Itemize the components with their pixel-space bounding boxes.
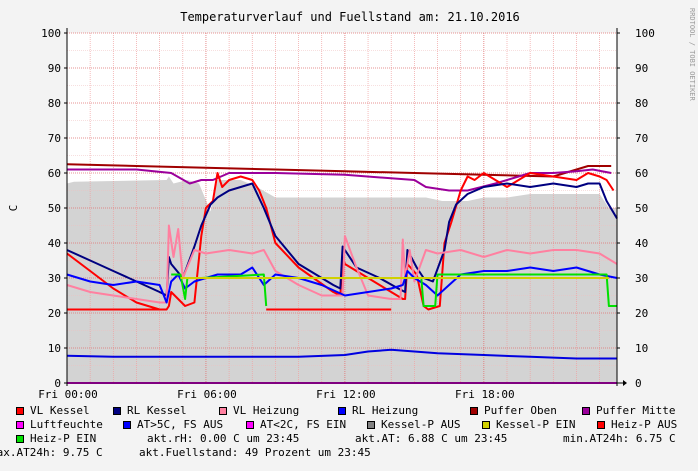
- legend-item-rl-kessel: RL Kessel: [113, 404, 187, 418]
- legend-label: Kessel-P EIN: [496, 418, 576, 431]
- legend-label: AT<2C, FS EIN: [260, 418, 347, 431]
- y-tick-label-left: 60: [48, 167, 61, 180]
- y-tick-label-left: 10: [48, 342, 61, 355]
- legend-label: RL Heizung: [352, 404, 419, 417]
- legend-item-luftfeuchte: Luftfeuchte: [16, 418, 103, 432]
- y-tick-label-right: 70: [635, 132, 648, 145]
- series-line-rl-heizung: [66, 266, 618, 304]
- legend-label: VL Heizung: [233, 404, 300, 417]
- stat-min-at: min.AT24h: 6.75 C: [563, 432, 676, 445]
- y-tick-label-right: 90: [635, 62, 648, 75]
- legend-label: Luftfeuchte: [30, 418, 103, 431]
- legend-item-kessel-p-ein: Kessel-P EIN: [482, 418, 575, 432]
- x-axis-arrow: [623, 380, 627, 386]
- stat-akt-fuellstand: akt.Fuellstand: 49 Prozent um 23:45: [139, 446, 371, 459]
- legend-swatch: [16, 435, 24, 443]
- x-tick-label: Fri 06:00: [177, 388, 237, 401]
- legend-label: VL Kessel: [30, 404, 90, 417]
- legend-label: Heiz-P EIN: [30, 432, 97, 445]
- y-tick-label-left: 90: [48, 62, 61, 75]
- legend-item-at-lt-2c: AT<2C, FS EIN: [246, 418, 346, 432]
- y-tick-label-left: 80: [48, 97, 61, 110]
- legend-row-4: max.AT24h: 9.75 C akt.Fuellstand: 49 Pro…: [0, 446, 683, 460]
- legend-swatch: [582, 407, 590, 415]
- legend-item-puffer-oben: Puffer Oben: [470, 404, 557, 418]
- y-tick-label-right: 50: [635, 202, 648, 215]
- y-tick-label-right: 10: [635, 342, 648, 355]
- legend-label: RL Kessel: [127, 404, 187, 417]
- y-tick-label-right: 0: [635, 377, 642, 390]
- y-tick-label-left: 30: [48, 272, 61, 285]
- legend-swatch: [470, 407, 478, 415]
- legend-swatch: [16, 421, 24, 429]
- chart-title: Temperaturverlauf und Fuellstand am: 21.…: [180, 10, 520, 24]
- legend-label: Puffer Oben: [484, 404, 557, 417]
- series-line-luftfeuchte: [66, 348, 617, 360]
- series-line-vl-heizung: [66, 224, 618, 304]
- y-tick-label-left: 0: [54, 377, 61, 390]
- legend-item-heiz-p-ein: Heiz-P EIN: [16, 432, 96, 446]
- stat-max-at: max.AT24h: 9.75 C: [0, 446, 103, 459]
- y-tick-label-right: 30: [635, 272, 648, 285]
- legend-item-vl-heizung: VL Heizung: [219, 404, 299, 418]
- x-tick-label: Fri 18:00: [455, 388, 515, 401]
- y-tick-label-left: 20: [48, 307, 61, 320]
- legend-swatch: [338, 407, 346, 415]
- y-tick-label-left: 70: [48, 132, 61, 145]
- legend-label: Puffer Mitte: [596, 404, 676, 417]
- legend-item-puffer-mitte: Puffer Mitte: [582, 404, 675, 418]
- legend-row-3: Heiz-P EIN akt.rH: 0.00 C um 23:45 akt.A…: [16, 432, 696, 446]
- legend-row-2: Luftfeuchte AT>5C, FS AUS AT<2C, FS EIN …: [16, 418, 696, 432]
- legend-swatch: [597, 421, 605, 429]
- legend-swatch: [113, 407, 121, 415]
- legend-label: AT>5C, FS AUS: [137, 418, 224, 431]
- chart-svg: Temperaturverlauf und Fuellstand am: 21.…: [7, 8, 696, 401]
- legend-label: Kessel-P AUS: [381, 418, 461, 431]
- legend-swatch: [482, 421, 490, 429]
- stat-akt-rh: akt.rH: 0.00 C um 23:45: [147, 432, 300, 445]
- series-line-puffer-mitte: [67, 168, 612, 192]
- legend: VL Kessel RL Kessel VL Heizung RL Heizun…: [0, 404, 696, 460]
- legend-item-rl-heizung: RL Heizung: [338, 404, 418, 418]
- y-tick-label-left: 100: [41, 27, 61, 40]
- x-tick-label: Fri 00:00: [38, 388, 98, 401]
- y-tick-label-right: 40: [635, 237, 648, 250]
- legend-item-at-gt-5c: AT>5C, FS AUS: [123, 418, 223, 432]
- y-tick-label-right: 20: [635, 307, 648, 320]
- y-tick-label-left: 40: [48, 237, 61, 250]
- legend-swatch: [219, 407, 227, 415]
- legend-item-kessel-p-aus: Kessel-P AUS: [367, 418, 460, 432]
- y-tick-label-left: 50: [48, 202, 61, 215]
- legend-swatch: [16, 407, 24, 415]
- legend-swatch: [367, 421, 375, 429]
- legend-item-vl-kessel: VL Kessel: [16, 404, 90, 418]
- legend-row-1: VL Kessel RL Kessel VL Heizung RL Heizun…: [16, 404, 696, 418]
- legend-swatch: [246, 421, 254, 429]
- legend-label: Heiz-P AUS: [611, 418, 678, 431]
- legend-item-heiz-p-aus: Heiz-P AUS: [597, 418, 677, 432]
- rrdtool-watermark: RRDTOOL / TOBI OETIKER: [688, 8, 696, 102]
- legend-swatch: [123, 421, 131, 429]
- y-tick-label-right: 60: [635, 167, 648, 180]
- x-tick-label: Fri 12:00: [316, 388, 376, 401]
- series-line-rl-kessel: [66, 182, 618, 297]
- y-tick-label-right: 100: [635, 27, 655, 40]
- y-axis-label: C: [7, 205, 20, 212]
- y-tick-label-right: 80: [635, 97, 648, 110]
- stat-akt-at: akt.AT: 6.88 C um 23:45: [355, 432, 508, 445]
